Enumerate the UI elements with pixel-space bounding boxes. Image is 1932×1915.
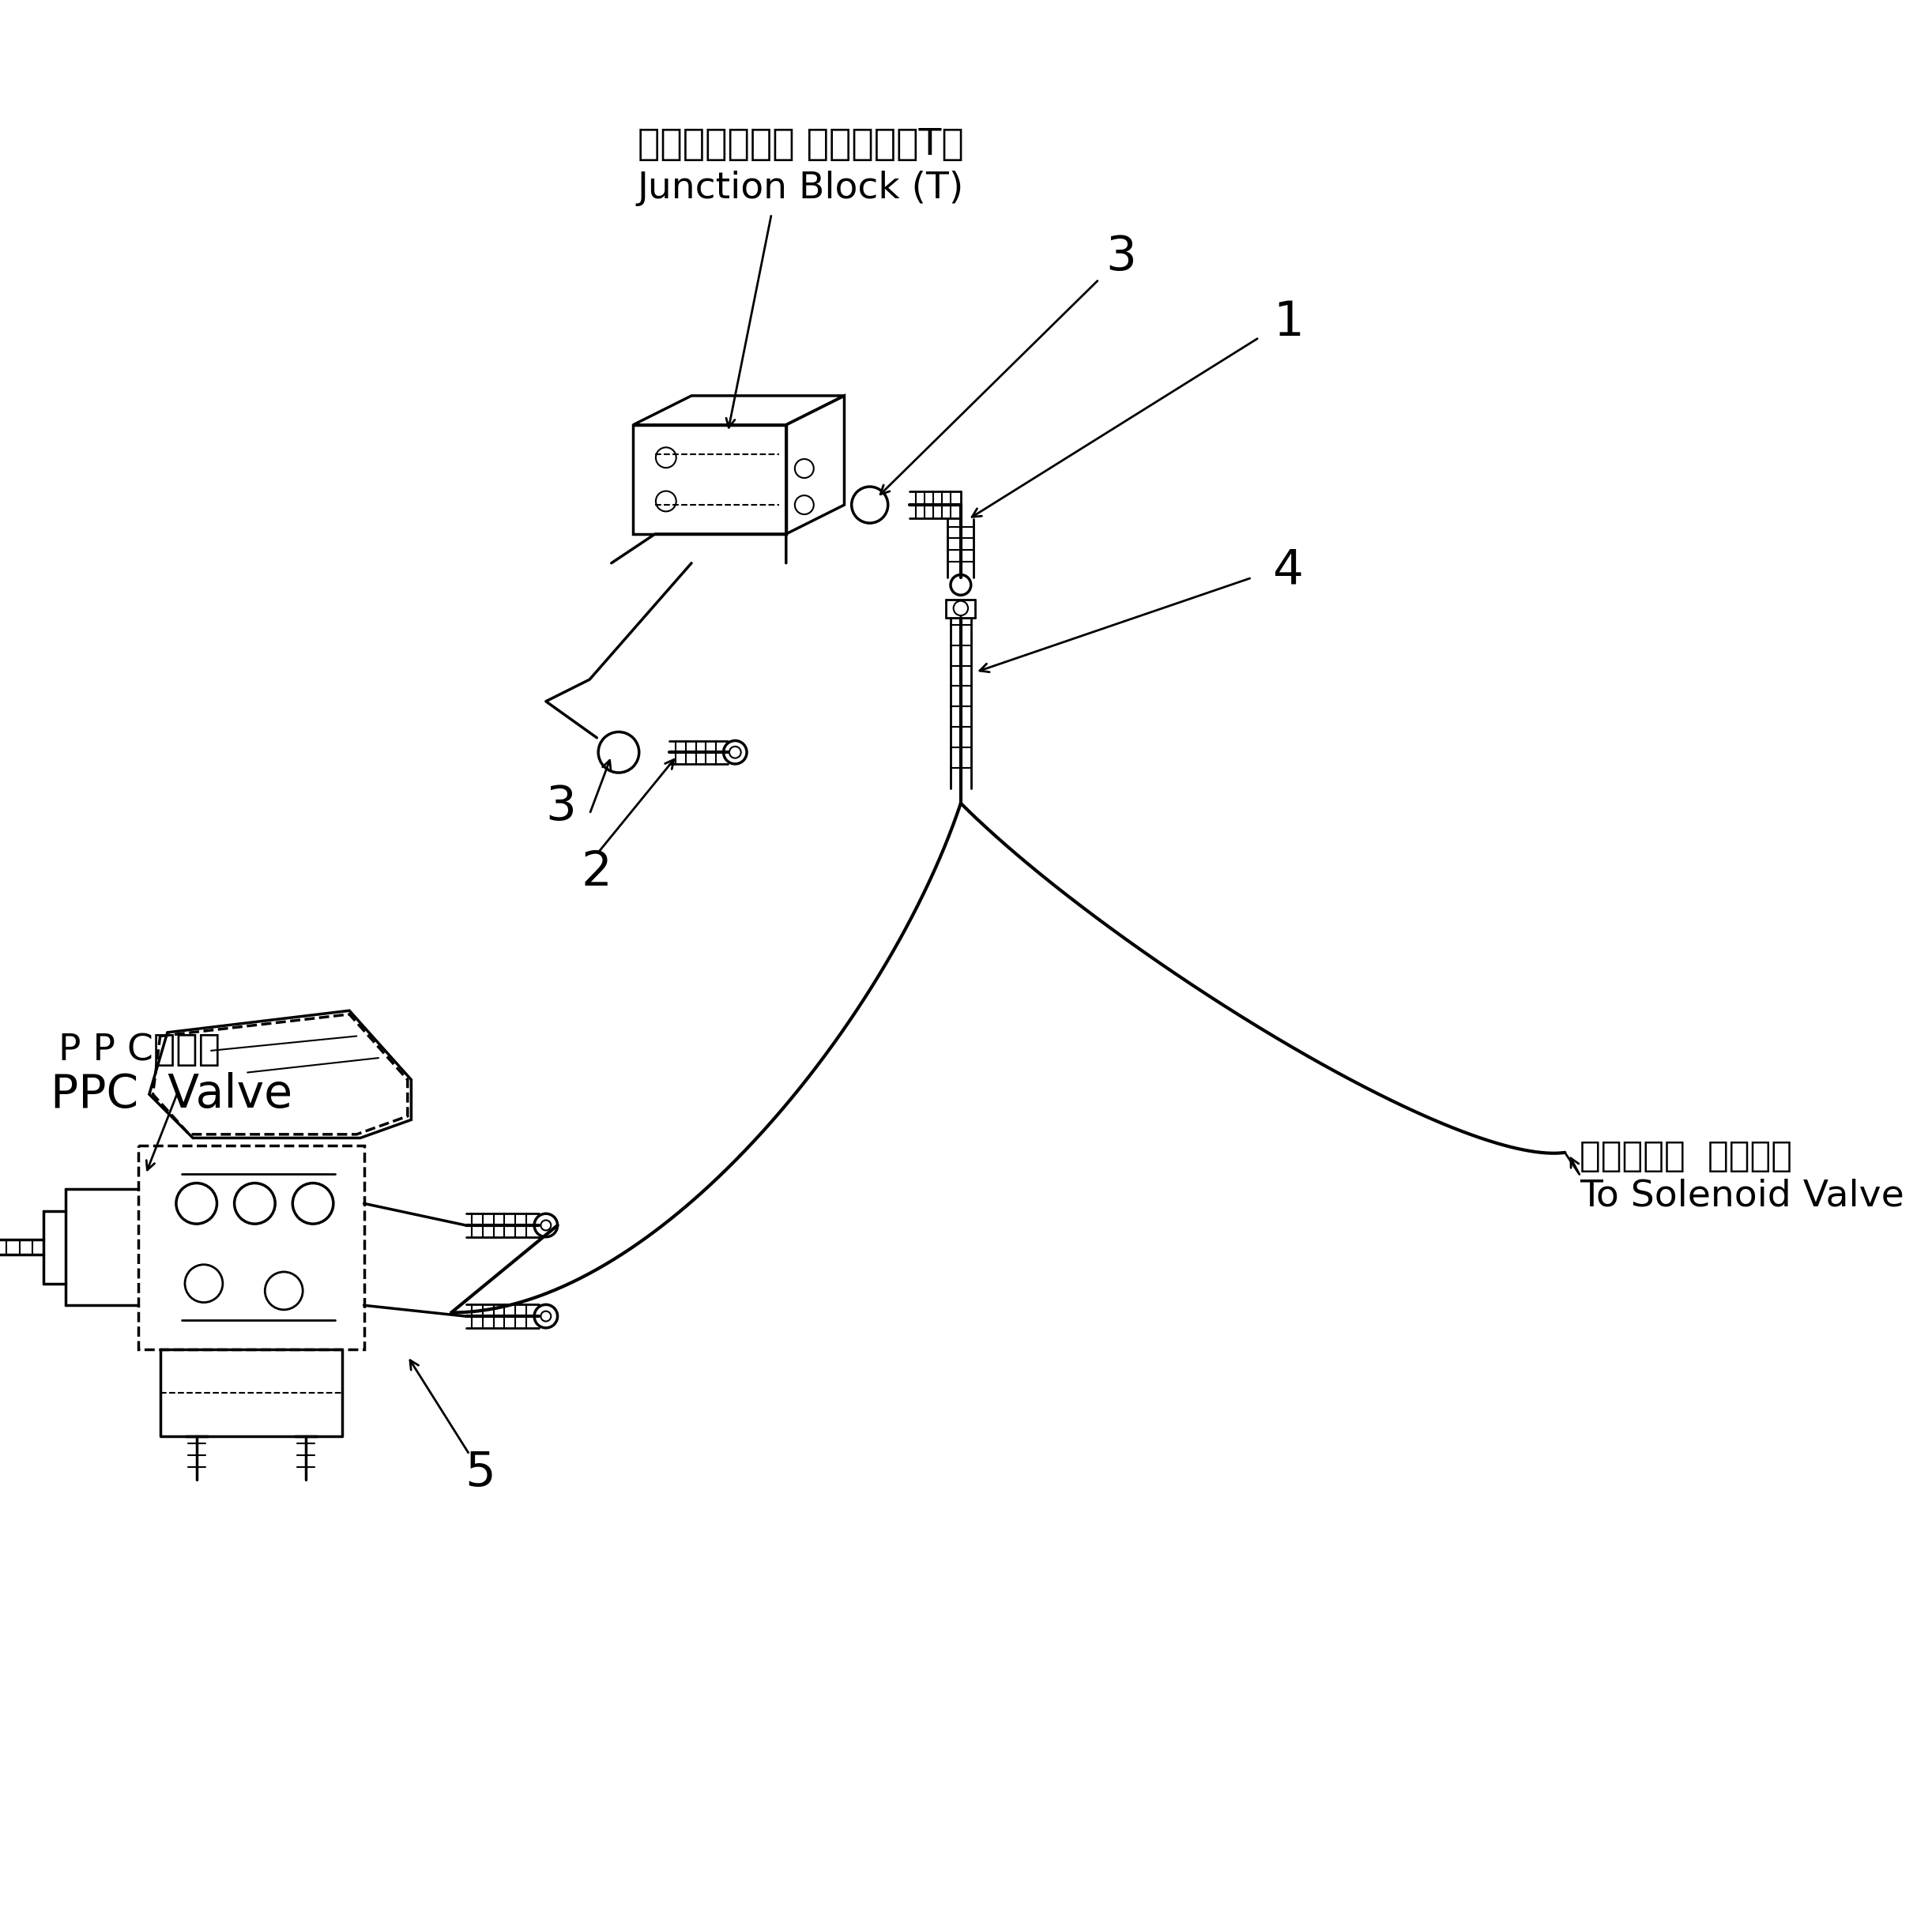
Text: PPC  Valve: PPC Valve bbox=[50, 1072, 294, 1116]
Text: To Solenoid Valve: To Solenoid Valve bbox=[1580, 1178, 1905, 1214]
Text: ソレノイド  バルブへ: ソレノイド バルブへ bbox=[1580, 1139, 1793, 1174]
Text: ジャンクション ブロック（T）: ジャンクション ブロック（T） bbox=[638, 126, 964, 163]
Text: P P Cバルブ: P P Cバルブ bbox=[58, 1032, 220, 1069]
Text: 3: 3 bbox=[1105, 234, 1136, 282]
Text: 3: 3 bbox=[545, 783, 576, 831]
Text: 5: 5 bbox=[466, 1450, 497, 1496]
Text: 1: 1 bbox=[1273, 299, 1304, 347]
Text: Junction Block (T): Junction Block (T) bbox=[638, 170, 964, 207]
Text: 4: 4 bbox=[1273, 548, 1304, 594]
Text: 2: 2 bbox=[582, 848, 612, 896]
